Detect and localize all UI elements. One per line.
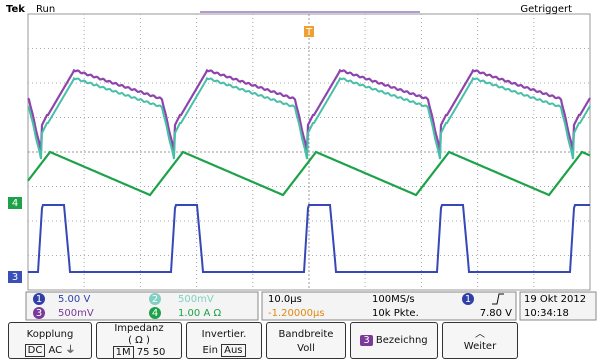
bandwidth-button[interactable]: Bandbreite Voll: [266, 322, 346, 359]
ch3-marker: 3: [12, 272, 18, 283]
coupling-title: Kopplung: [9, 329, 91, 341]
impedance-option: 50: [153, 347, 166, 358]
timebase: 10.0µs: [268, 294, 302, 305]
ch4-marker: 4: [12, 198, 18, 209]
trigger-source: 1: [465, 294, 471, 305]
impedance-option: 75: [137, 347, 150, 358]
impedance-button[interactable]: Impedanz ( Ω ) 1M 75 50: [96, 322, 182, 359]
sample-rate: 100MS/s: [372, 294, 415, 305]
record-length: 10k Pkte.: [372, 308, 419, 319]
label-title: Bezeichng: [376, 335, 428, 346]
run-state: Run: [36, 4, 55, 15]
ch4-scale: 1.00 A Ω: [178, 308, 221, 319]
coupling-option: ⏚: [65, 345, 75, 356]
coupling-button[interactable]: Kopplung DC AC ⏚: [8, 322, 92, 359]
ch2-badge: 2: [152, 294, 158, 305]
scope-screen: Tek Run Getriggert T 4 3 1 5.00 V 2 500m…: [0, 0, 600, 361]
impedance-title: Impedanz: [97, 323, 181, 335]
more-arrow: ︿: [443, 329, 517, 341]
trigger-state: Getriggert: [520, 4, 572, 15]
invert-option: Aus: [221, 344, 245, 357]
ch2-scale: 500mV: [178, 294, 214, 305]
coupling-option: AC: [49, 345, 63, 356]
ch1-scale: 5.00 V: [58, 294, 90, 305]
page: {"header":{"brand":"Tek","state":"Run","…: [0, 0, 600, 361]
label-badge: 3: [360, 335, 372, 346]
more-title: Weiter: [443, 341, 517, 353]
time: 10:34:18: [524, 308, 569, 319]
trigger-level: 7.80 V: [480, 308, 512, 319]
date: 19 Okt 2012: [524, 294, 586, 305]
label-button[interactable]: 3 Bezeichng: [350, 322, 438, 359]
impedance-unit: ( Ω ): [97, 335, 181, 347]
invert-button[interactable]: Invertier. Ein Aus: [186, 322, 262, 359]
bandwidth-title: Bandbreite: [267, 329, 345, 341]
impedance-option: 1M: [113, 346, 134, 359]
trigger-marker: T: [305, 27, 313, 38]
ch4-badge: 4: [152, 308, 158, 319]
invert-option: Ein: [202, 345, 217, 356]
more-button[interactable]: ︿ Weiter: [442, 322, 518, 359]
ch3-badge: 3: [36, 308, 42, 319]
invert-title: Invertier.: [187, 329, 261, 341]
ch3-scale: 500mV: [58, 308, 94, 319]
ch1-badge: 1: [36, 294, 42, 305]
position: -1.20000µs: [268, 308, 325, 319]
bandwidth-value: Voll: [267, 343, 345, 355]
coupling-option: DC: [25, 344, 46, 357]
brand: Tek: [6, 4, 25, 15]
